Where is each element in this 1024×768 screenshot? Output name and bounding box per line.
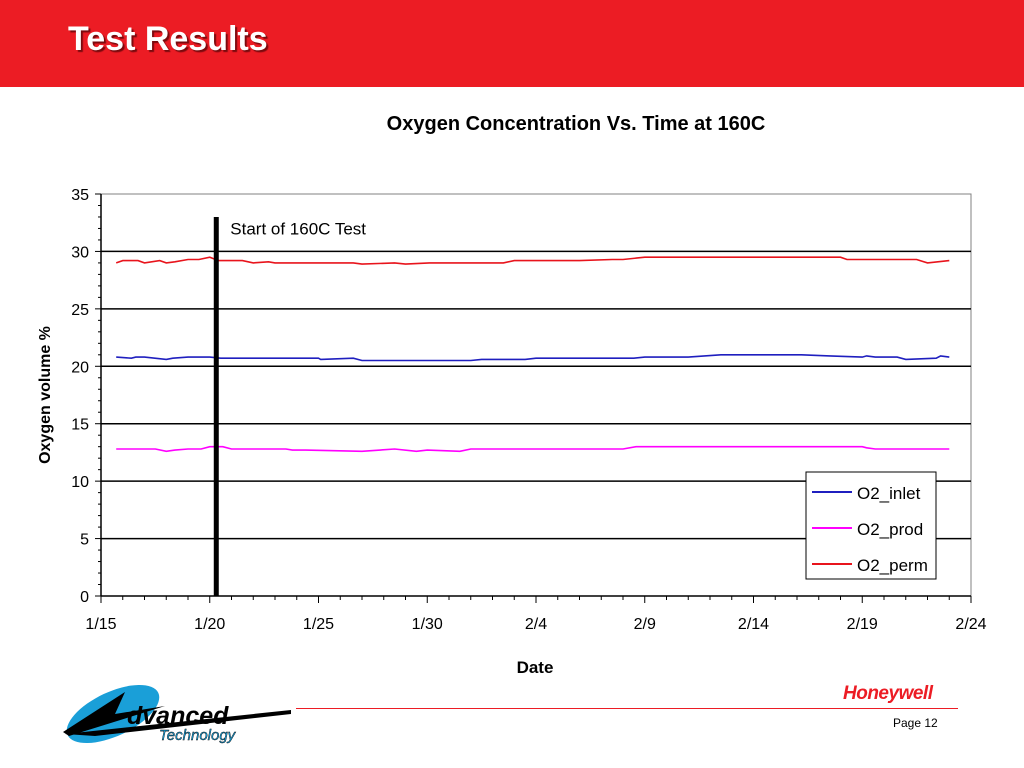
x-tick-label: 1/15 <box>85 616 116 633</box>
y-tick-label: 10 <box>71 474 89 491</box>
page-number: Page 12 <box>893 716 938 730</box>
y-tick-label: 0 <box>80 589 89 606</box>
x-axis-label: Date <box>517 658 554 677</box>
y-tick-label: 5 <box>80 532 89 549</box>
y-axis-label: Oxygen volume % <box>37 326 54 464</box>
x-tick-label: 1/20 <box>194 616 225 633</box>
legend-label: O2_prod <box>857 520 923 539</box>
chart-title: Oxygen Concentration Vs. Time at 160C <box>387 113 766 135</box>
legend: O2_inlet O2_prod O2_perm <box>805 471 937 580</box>
series-line-o2-perm <box>115 256 950 265</box>
oxygen-chart: Oxygen Concentration Vs. Time at 160C 0 5… <box>37 113 987 677</box>
x-tick-label: 2/4 <box>525 616 547 633</box>
footer-divider <box>296 708 958 709</box>
y-tick-label: 20 <box>71 359 89 376</box>
y-tick-label: 30 <box>71 244 89 261</box>
x-tick-label: 2/24 <box>955 616 986 633</box>
annotation-layer: Start of 160C Test <box>213 216 366 596</box>
series-line-o2-inlet <box>116 353 950 362</box>
y-tick-label: 15 <box>71 417 89 434</box>
slide-title: Test Results <box>68 20 268 58</box>
series-layer <box>115 256 950 453</box>
start-annotation-label: Start of 160C Test <box>230 219 366 238</box>
x-tick-label: 1/25 <box>303 616 334 633</box>
legend-box <box>805 471 937 580</box>
legend-label: O2_inlet <box>857 484 921 503</box>
legend-label: O2_perm <box>857 556 928 575</box>
logo-word-advanced: dvanced <box>127 702 229 730</box>
x-tick-label: 2/19 <box>847 616 878 633</box>
logo-word-technology: Technology <box>159 727 237 744</box>
header-bar: Test Results <box>0 0 1024 87</box>
x-tick-label: 2/14 <box>738 616 769 633</box>
series-line-o2-prod <box>116 445 950 453</box>
y-tick-label: 35 <box>71 187 89 204</box>
x-tick-label: 2/9 <box>634 616 656 633</box>
x-tick-label: 1/30 <box>412 616 443 633</box>
y-tick-label: 25 <box>71 302 89 319</box>
advanced-technology-logo: dvanced Technology <box>55 684 295 749</box>
honeywell-brand: Honeywell <box>843 683 933 704</box>
x-axis-ticks: 1/15 1/20 1/25 1/30 2/4 2/9 2/14 2/19 2/24 <box>85 596 987 633</box>
y-axis-ticks: 0 5 10 15 20 25 30 35 <box>71 187 101 606</box>
